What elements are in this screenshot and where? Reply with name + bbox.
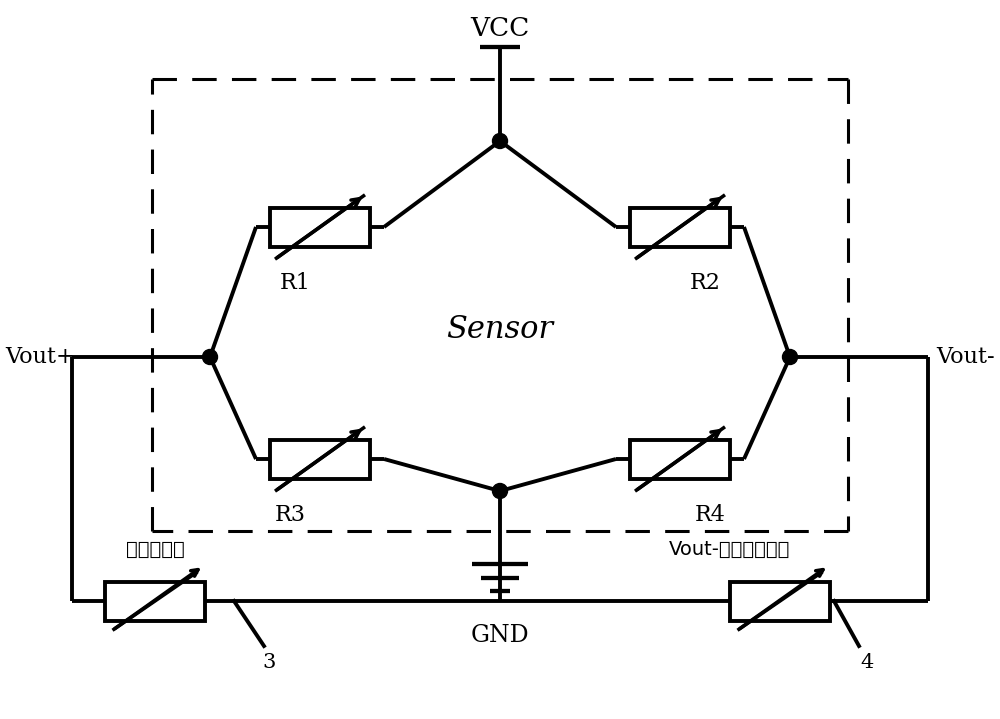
Text: R3: R3 <box>275 504 306 526</box>
Text: 负预调电阵: 负预调电阵 <box>126 540 184 559</box>
Circle shape <box>493 134 508 149</box>
Circle shape <box>493 483 508 498</box>
Text: 4: 4 <box>860 653 874 672</box>
Bar <box>270 439 370 479</box>
Bar <box>730 582 830 620</box>
Text: GND: GND <box>471 624 529 647</box>
Bar <box>270 208 370 247</box>
Bar <box>105 582 205 620</box>
Circle shape <box>782 349 798 365</box>
Text: Sensor: Sensor <box>446 313 554 344</box>
Text: R1: R1 <box>280 272 310 294</box>
Bar <box>630 208 730 247</box>
Text: Vout+: Vout+ <box>5 346 75 368</box>
Circle shape <box>203 349 218 365</box>
Bar <box>630 439 730 479</box>
Text: 3: 3 <box>262 653 276 672</box>
Text: VCC: VCC <box>470 16 530 41</box>
Text: R4: R4 <box>695 504 725 526</box>
Text: R2: R2 <box>690 272 720 294</box>
Text: Vout-: Vout- <box>936 346 995 368</box>
Text: Vout-零点调试电阵: Vout-零点调试电阵 <box>669 540 791 559</box>
